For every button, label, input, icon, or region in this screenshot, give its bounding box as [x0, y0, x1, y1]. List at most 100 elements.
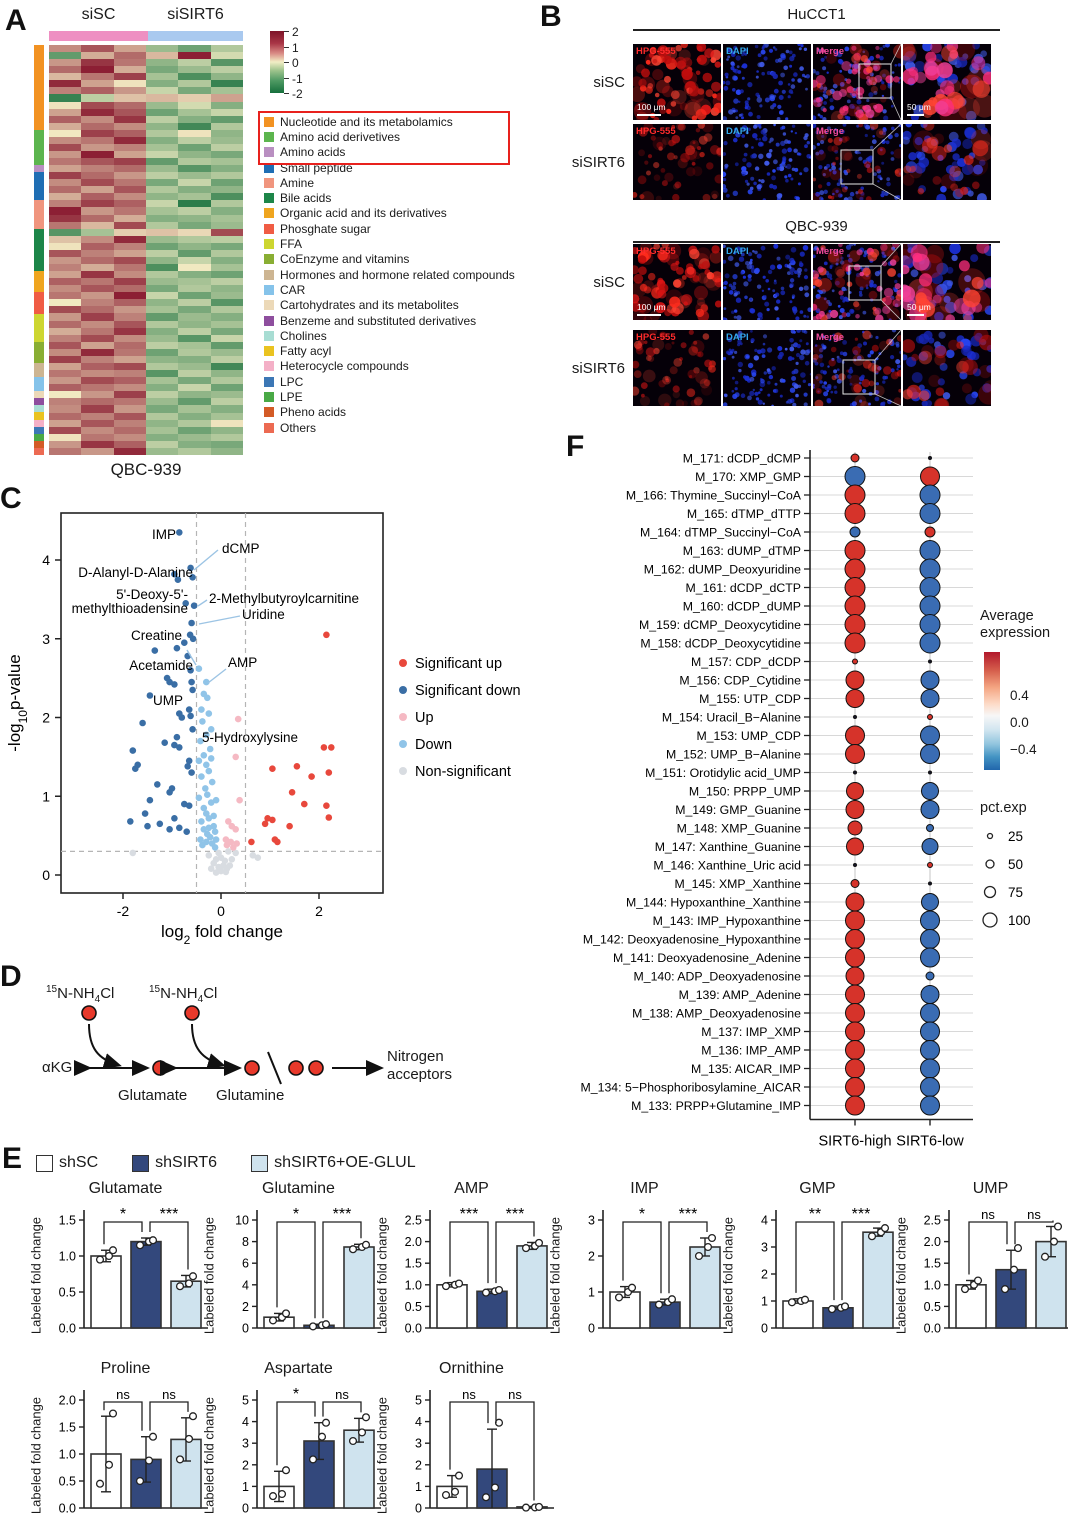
- heatmap-cell: [113, 426, 146, 434]
- svg-text:0.0: 0.0: [924, 1322, 941, 1336]
- heatmap-cell: [145, 447, 179, 455]
- heatmap-cell: [178, 143, 211, 151]
- heatmap-cell: [210, 299, 243, 307]
- heatmap-cell: [178, 292, 211, 300]
- heatmap-cell: [210, 348, 243, 356]
- heatmap-cell: [49, 73, 82, 81]
- bar-chart-ornithine: Ornithine Labeled fold change 0 1 2 3 4 5 ns ns: [370, 1360, 554, 1522]
- svg-text:ns: ns: [116, 1387, 130, 1402]
- category-legend-item: Nucleotide and its metabolamics: [264, 114, 515, 129]
- heatmap-cell: [210, 362, 243, 371]
- heatmap-cell: [49, 129, 82, 137]
- svg-text:10: 10: [235, 1214, 249, 1228]
- heatmap-cell: [81, 405, 114, 413]
- category-legend-item: Amine: [264, 175, 515, 190]
- svg-text:M_146: Xanthine_Uric acid: M_146: Xanthine_Uric acid: [653, 858, 801, 872]
- heatmap-cell: [49, 292, 82, 300]
- heatmap-cell: [113, 158, 146, 166]
- channel-label: Merge: [816, 246, 844, 257]
- heatmap-cell: [113, 433, 146, 441]
- heatmap-cell: [210, 433, 243, 441]
- heatmap-cell: [145, 362, 179, 371]
- heatmap-cell: [113, 207, 146, 215]
- header-underline: [633, 241, 1000, 243]
- heatmap-cell: [113, 150, 146, 158]
- heatmap-cell: [81, 426, 114, 434]
- heatmap-cell: [145, 292, 179, 300]
- chart-title: Aspartate: [264, 1360, 333, 1377]
- heatmap-cell: [145, 242, 179, 250]
- svg-text:0: 0: [761, 1322, 768, 1336]
- svg-text:M_143: IMP_Hypoxanthine: M_143: IMP_Hypoxanthine: [653, 914, 801, 928]
- svg-text:***: ***: [679, 1206, 698, 1223]
- heatmap-cell: [178, 73, 211, 81]
- svg-text:ns: ns: [162, 1387, 176, 1402]
- heatmap-cell: [210, 73, 243, 81]
- heatmap-cell: [113, 447, 146, 455]
- heatmap-cell: [113, 52, 146, 60]
- svg-text:M_150: PRPP_UMP: M_150: PRPP_UMP: [689, 784, 801, 798]
- heatmap-cell: [178, 66, 211, 74]
- annotation-segment: [34, 228, 44, 272]
- bar-chart-aspartate: Aspartate Labeled fold change 0 1 2 3 4 5 * ns: [197, 1360, 381, 1522]
- panel-b-letter: B: [540, 0, 562, 33]
- micrograph-merge-dim: Merge: [813, 124, 901, 200]
- heatmap-cell: [145, 412, 179, 420]
- heatmap-cell: [210, 165, 243, 173]
- channel-label: DAPI: [726, 332, 749, 343]
- svg-text:log2 fold change: log2 fold change: [161, 922, 283, 945]
- heatmap-cell: [145, 398, 179, 406]
- svg-text:*: *: [639, 1206, 645, 1223]
- svg-text:M_136: IMP_AMP: M_136: IMP_AMP: [701, 1043, 801, 1057]
- svg-text:***: ***: [460, 1206, 479, 1223]
- heatmap-cell: [210, 327, 243, 335]
- category-legend-item: Fatty acyl: [264, 343, 515, 358]
- colorbar-tick: 2: [292, 25, 299, 39]
- heatmap-cell: [49, 52, 82, 60]
- heatmap-cell: [210, 143, 243, 151]
- category-swatch: [264, 177, 274, 188]
- heatmap-cell: [145, 440, 179, 448]
- channel-label: HPG-555: [636, 332, 676, 343]
- heatmap-cell: [145, 150, 179, 158]
- svg-text:2.0: 2.0: [59, 1394, 76, 1408]
- svg-text:0.5: 0.5: [405, 1300, 422, 1314]
- svg-text:2: 2: [588, 1250, 595, 1264]
- heatmap-cell: [49, 440, 82, 448]
- scale-bar: [907, 314, 924, 316]
- heatmap-cell: [145, 115, 179, 123]
- nitrogen-acceptors-label: Nitrogen acceptors: [387, 1048, 453, 1083]
- heatmap-cell: [178, 158, 211, 166]
- heatmap-cell: [113, 320, 146, 328]
- svg-text:M_140: ADP_Deoxyadenosine: M_140: ADP_Deoxyadenosine: [634, 969, 802, 983]
- category-legend-item: Organic acid and its derivatives: [264, 206, 515, 221]
- heatmap-cell: [113, 165, 146, 173]
- heatmap-cell: [178, 306, 211, 314]
- heatmap-cell: [178, 221, 211, 229]
- heatmap-cell: [178, 440, 211, 448]
- heatmap-cell: [49, 179, 82, 187]
- svg-text:2-Methylbutyroylcarnitine: 2-Methylbutyroylcarnitine: [209, 591, 359, 606]
- condition-label: siSIRT6: [571, 360, 625, 377]
- heatmap-cell: [113, 136, 146, 144]
- heatmap-cell: [113, 143, 146, 151]
- heatmap-cell: [178, 348, 211, 356]
- heatmap-cell: [113, 313, 146, 321]
- heatmap-cell: [210, 101, 243, 109]
- dotplot-pct-legend: 25 50 75 100: [980, 822, 1068, 942]
- svg-text:2: 2: [761, 1268, 768, 1282]
- heatmap-cell: [81, 391, 114, 399]
- panel-d-letter: D: [0, 960, 22, 993]
- heatmap-cell: [178, 207, 211, 215]
- heatmap-cell: [49, 136, 82, 144]
- heatmap-cell: [49, 327, 82, 335]
- heatmap-cell: [145, 172, 179, 180]
- svg-text:4: 4: [415, 1415, 422, 1429]
- annotation-segment: [34, 129, 44, 166]
- heatmap-cell: [49, 271, 82, 279]
- heatmap-cell: [49, 235, 82, 243]
- svg-text:2: 2: [415, 1458, 422, 1472]
- heatmap-cell: [178, 426, 211, 434]
- heatmap-cell: [210, 447, 243, 455]
- category-legend-item: LPC: [264, 374, 515, 389]
